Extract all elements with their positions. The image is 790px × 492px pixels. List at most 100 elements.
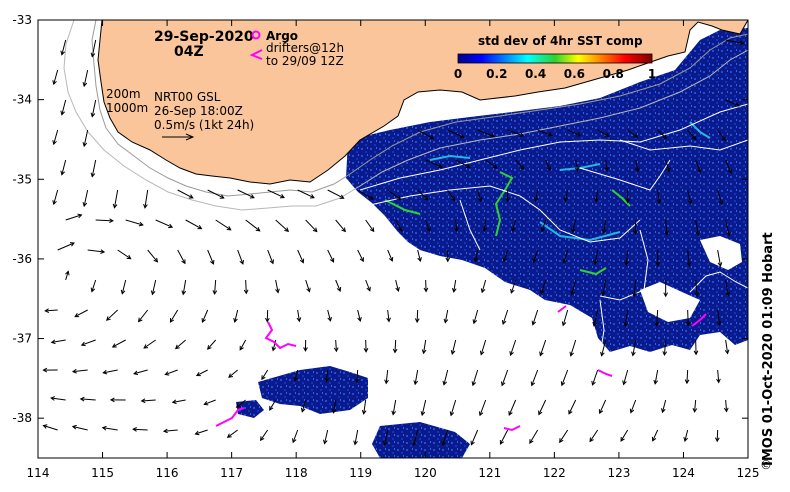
contour-200m <box>91 20 748 197</box>
velocity-arrow <box>101 425 118 431</box>
x-tick-label: 114 <box>27 466 50 480</box>
colorbar-ticks: 0 0.2 0.4 0.6 0.8 1 <box>454 67 656 81</box>
velocity-arrow <box>529 429 539 444</box>
map-date: 29-Sep-2020 <box>154 29 254 45</box>
velocity-arrow <box>695 159 702 174</box>
velocity-arrow <box>50 339 66 345</box>
velocity-arrow <box>425 219 431 233</box>
velocity-arrow <box>275 279 280 294</box>
velocity-arrow <box>417 189 429 201</box>
y-tick-label: -36 <box>12 252 32 266</box>
velocity-arrow <box>507 129 525 137</box>
velocity-arrow <box>169 309 179 323</box>
velocity-arrow <box>363 339 369 353</box>
velocity-arrow <box>574 159 580 172</box>
velocity-arrow <box>353 429 359 446</box>
velocity-arrow <box>597 129 610 137</box>
velocity-arrow <box>60 159 67 176</box>
velocity-arrow <box>215 219 232 231</box>
velocity-arrow <box>354 369 360 384</box>
velocity-arrow <box>417 129 435 140</box>
velocity-arrow <box>683 429 689 443</box>
velocity-arrow <box>44 308 58 313</box>
velocity-arrow <box>445 249 451 263</box>
velocity-arrow <box>267 249 274 265</box>
velocity-arrow <box>571 219 577 234</box>
x-tick-label: 120 <box>414 466 437 480</box>
velocity-arrow <box>327 249 335 263</box>
velocity-arrow <box>155 219 174 229</box>
velocity-arrow <box>177 189 194 199</box>
velocity-arrow <box>604 159 610 173</box>
velocity-arrow <box>692 399 698 413</box>
velocity-arrow <box>653 369 659 385</box>
velocity-arrow <box>387 249 394 262</box>
velocity-arrow <box>635 159 640 173</box>
velocity-arrow <box>412 429 419 447</box>
contour-1000m <box>63 20 748 211</box>
velocity-arrow <box>387 189 402 201</box>
velocity-arrow <box>499 429 509 445</box>
velocity-arrow <box>335 219 346 233</box>
drifter-track <box>597 369 613 377</box>
velocity-arrow <box>65 270 70 281</box>
altimetry-time-label: 26-Sep 18:00Z <box>154 104 243 118</box>
velocity-arrow <box>143 189 149 209</box>
velocity-arrow <box>545 159 552 172</box>
velocity-arrow <box>417 249 422 263</box>
velocity-arrow <box>478 399 487 417</box>
velocity-arrow <box>443 309 449 324</box>
velocity-arrow <box>303 339 308 352</box>
velocity-arrow <box>450 339 457 355</box>
velocity-arrow <box>632 279 637 297</box>
velocity-arrow <box>125 219 144 227</box>
velocity-arrow <box>357 189 374 200</box>
velocity-arrow <box>331 399 337 414</box>
velocity-arrow <box>477 189 483 203</box>
velocity-arrow <box>357 309 362 322</box>
velocity-arrow <box>485 159 498 169</box>
velocity-arrow <box>568 399 577 415</box>
velocity-arrow <box>601 279 607 297</box>
velocity-arrow <box>109 397 126 403</box>
velocity-arrow <box>365 279 371 292</box>
drifter-track <box>215 407 245 427</box>
velocity-arrow <box>454 219 459 233</box>
velocity-arrow <box>228 369 238 378</box>
velocity-arrow <box>480 279 487 294</box>
velocity-arrow <box>384 369 389 385</box>
velocity-arrow <box>171 399 186 405</box>
velocity-arrow <box>530 369 539 387</box>
map-time: 04Z <box>174 44 204 60</box>
velocity-arrow <box>693 339 699 356</box>
velocity-arrow <box>386 309 391 323</box>
velocity-arrow <box>537 129 553 137</box>
velocity-arrow <box>447 189 456 202</box>
velocity-arrow <box>508 399 517 416</box>
credit-label: IMOS 01-Oct-2020 01:09 Hobart <box>761 232 776 466</box>
velocity-arrow <box>531 309 539 326</box>
velocity-arrow <box>181 279 187 296</box>
velocity-arrow <box>414 309 420 324</box>
velocity-vectors <box>42 39 745 447</box>
velocity-arrow <box>65 213 83 221</box>
drifter-track <box>503 425 521 432</box>
vector-scale-label: 0.5m/s (1kt 24h) <box>154 118 254 132</box>
velocity-arrow <box>629 399 637 414</box>
velocity-arrow <box>132 427 148 432</box>
velocity-arrow <box>717 249 723 268</box>
x-tick-label: 116 <box>156 466 179 480</box>
velocity-arrow <box>60 39 67 56</box>
data-gap <box>710 360 748 458</box>
velocity-arrow <box>562 249 569 265</box>
velocity-arrow <box>112 189 119 209</box>
velocity-arrow <box>559 429 569 444</box>
velocity-arrow <box>235 399 246 408</box>
velocity-arrow <box>324 369 330 383</box>
velocity-arrow <box>601 219 607 235</box>
velocity-arrow <box>90 279 97 293</box>
velocity-arrow <box>684 369 690 385</box>
velocity-arrow <box>725 279 731 297</box>
velocity-arrow <box>243 279 249 295</box>
y-tick-label: -34 <box>12 93 32 107</box>
